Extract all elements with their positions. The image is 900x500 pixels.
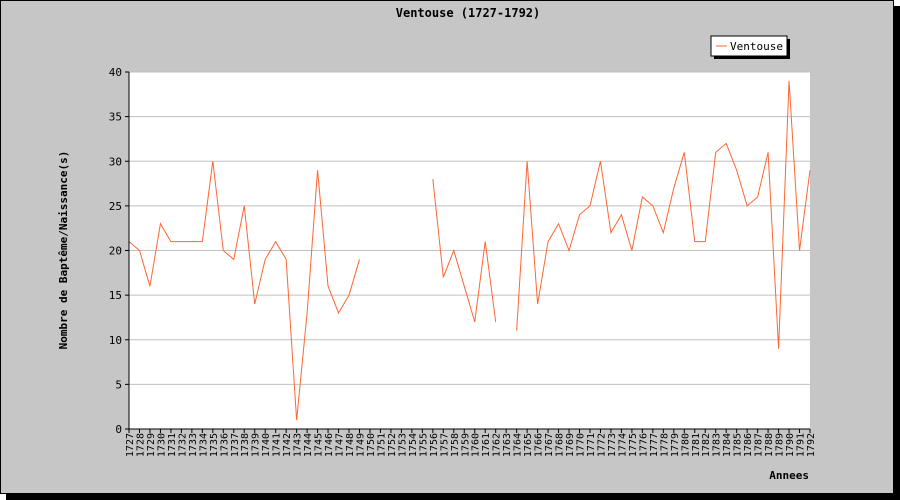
x-tick-label: 1739 <box>251 433 262 457</box>
x-tick-label: 1788 <box>764 433 775 457</box>
x-tick-label: 1742 <box>282 433 293 457</box>
x-tick-label: 1766 <box>534 433 545 457</box>
y-tick-label: 20 <box>109 245 122 258</box>
x-tick-label: 1764 <box>513 433 524 457</box>
legend-label: Ventouse <box>730 40 783 53</box>
x-tick-label: 1787 <box>754 433 765 457</box>
x-tick-label: 1791 <box>796 433 807 457</box>
x-tick-label: 1745 <box>314 433 325 457</box>
x-tick-label: 1778 <box>659 433 670 457</box>
x-tick-label: 1771 <box>586 433 597 457</box>
x-tick-label: 1784 <box>722 433 733 457</box>
x-tick-label: 1781 <box>691 433 702 457</box>
x-tick-label: 1737 <box>230 433 241 457</box>
y-axis-ticks: 0 5 10 15 20 25 30 35 40 <box>109 66 129 436</box>
x-tick-label: 1733 <box>188 433 199 457</box>
frame-shadow-right <box>894 6 900 500</box>
x-tick-label: 1768 <box>555 433 566 457</box>
x-tick-label: 1738 <box>240 433 251 457</box>
x-tick-label: 1780 <box>680 433 691 457</box>
x-tick-label: 1748 <box>345 433 356 457</box>
x-tick-label: 1730 <box>156 433 167 457</box>
x-axis-label: Annees <box>769 469 809 482</box>
x-tick-label: 1752 <box>387 433 398 457</box>
y-tick-label: 0 <box>115 423 122 436</box>
x-tick-label: 1734 <box>198 433 209 457</box>
x-tick-label: 1760 <box>471 433 482 457</box>
grid-lines <box>129 71 810 385</box>
x-tick-label: 1740 <box>261 433 272 457</box>
y-tick-label: 30 <box>109 155 122 168</box>
x-tick-label: 1786 <box>743 433 754 457</box>
x-tick-label: 1779 <box>670 433 681 457</box>
x-tick-label: 1736 <box>219 433 230 457</box>
x-tick-label: 1753 <box>397 433 408 457</box>
x-tick-label: 1759 <box>460 433 471 457</box>
x-tick-label: 1731 <box>167 433 178 457</box>
legend: Ventouse <box>710 35 790 59</box>
x-tick-label: 1761 <box>481 433 492 457</box>
x-tick-label: 1735 <box>209 433 220 457</box>
y-tick-label: 15 <box>109 289 122 302</box>
x-tick-label: 1756 <box>429 433 440 457</box>
x-tick-label: 1782 <box>701 433 712 457</box>
x-tick-label: 1769 <box>565 433 576 457</box>
y-tick-label: 25 <box>109 200 122 213</box>
x-tick-label: 1783 <box>712 433 723 457</box>
x-axis-ticks: 1727 1728 1729 1730 1731 1732 1733 1734 1735 1736… <box>125 429 817 457</box>
series-line-ventouse-segment-3 <box>516 80 811 349</box>
x-tick-label: 1754 <box>408 433 419 457</box>
x-tick-label: 1755 <box>418 433 429 457</box>
x-tick-label: 1750 <box>366 433 377 457</box>
series-line-ventouse-segment-1 <box>128 161 360 421</box>
x-tick-label: 1785 <box>733 433 744 457</box>
x-tick-label: 1728 <box>135 433 146 457</box>
x-tick-label: 1743 <box>293 433 304 457</box>
x-tick-label: 1729 <box>146 433 157 457</box>
x-tick-label: 1765 <box>523 433 534 457</box>
y-tick-label: 40 <box>109 66 122 79</box>
x-tick-label: 1762 <box>492 433 503 457</box>
x-tick-label: 1777 <box>649 433 660 457</box>
x-tick-label: 1741 <box>272 433 283 457</box>
x-tick-label: 1763 <box>502 433 513 457</box>
x-tick-label: 1789 <box>775 433 786 457</box>
x-tick-label: 1732 <box>177 433 188 457</box>
x-tick-label: 1758 <box>450 433 461 457</box>
x-tick-label: 1770 <box>576 433 587 457</box>
x-tick-label: 1727 <box>125 433 136 457</box>
x-tick-label: 1746 <box>324 433 335 457</box>
x-tick-label: 1751 <box>376 433 387 457</box>
x-tick-label: 1774 <box>617 433 628 457</box>
chart-title: Ventouse (1727-1792) <box>396 6 541 20</box>
series-line-ventouse-segment-2 <box>432 179 497 323</box>
x-tick-label: 1747 <box>335 433 346 457</box>
y-tick-label: 35 <box>109 111 122 124</box>
x-tick-label: 1792 <box>806 433 817 457</box>
x-tick-label: 1776 <box>638 433 649 457</box>
y-tick-label: 5 <box>115 378 122 391</box>
x-tick-label: 1757 <box>439 433 450 457</box>
x-tick-label: 1744 <box>303 433 314 457</box>
x-tick-label: 1775 <box>628 433 639 457</box>
y-axis-label: Nombre de Baptême/Naissance(s) <box>57 151 70 350</box>
frame-shadow-bottom <box>6 494 900 500</box>
x-tick-label: 1767 <box>544 433 555 457</box>
x-tick-label: 1749 <box>355 433 366 457</box>
x-tick-label: 1772 <box>596 433 607 457</box>
x-tick-label: 1773 <box>607 433 618 457</box>
x-tick-label: 1790 <box>785 433 796 457</box>
y-tick-label: 10 <box>109 334 122 347</box>
